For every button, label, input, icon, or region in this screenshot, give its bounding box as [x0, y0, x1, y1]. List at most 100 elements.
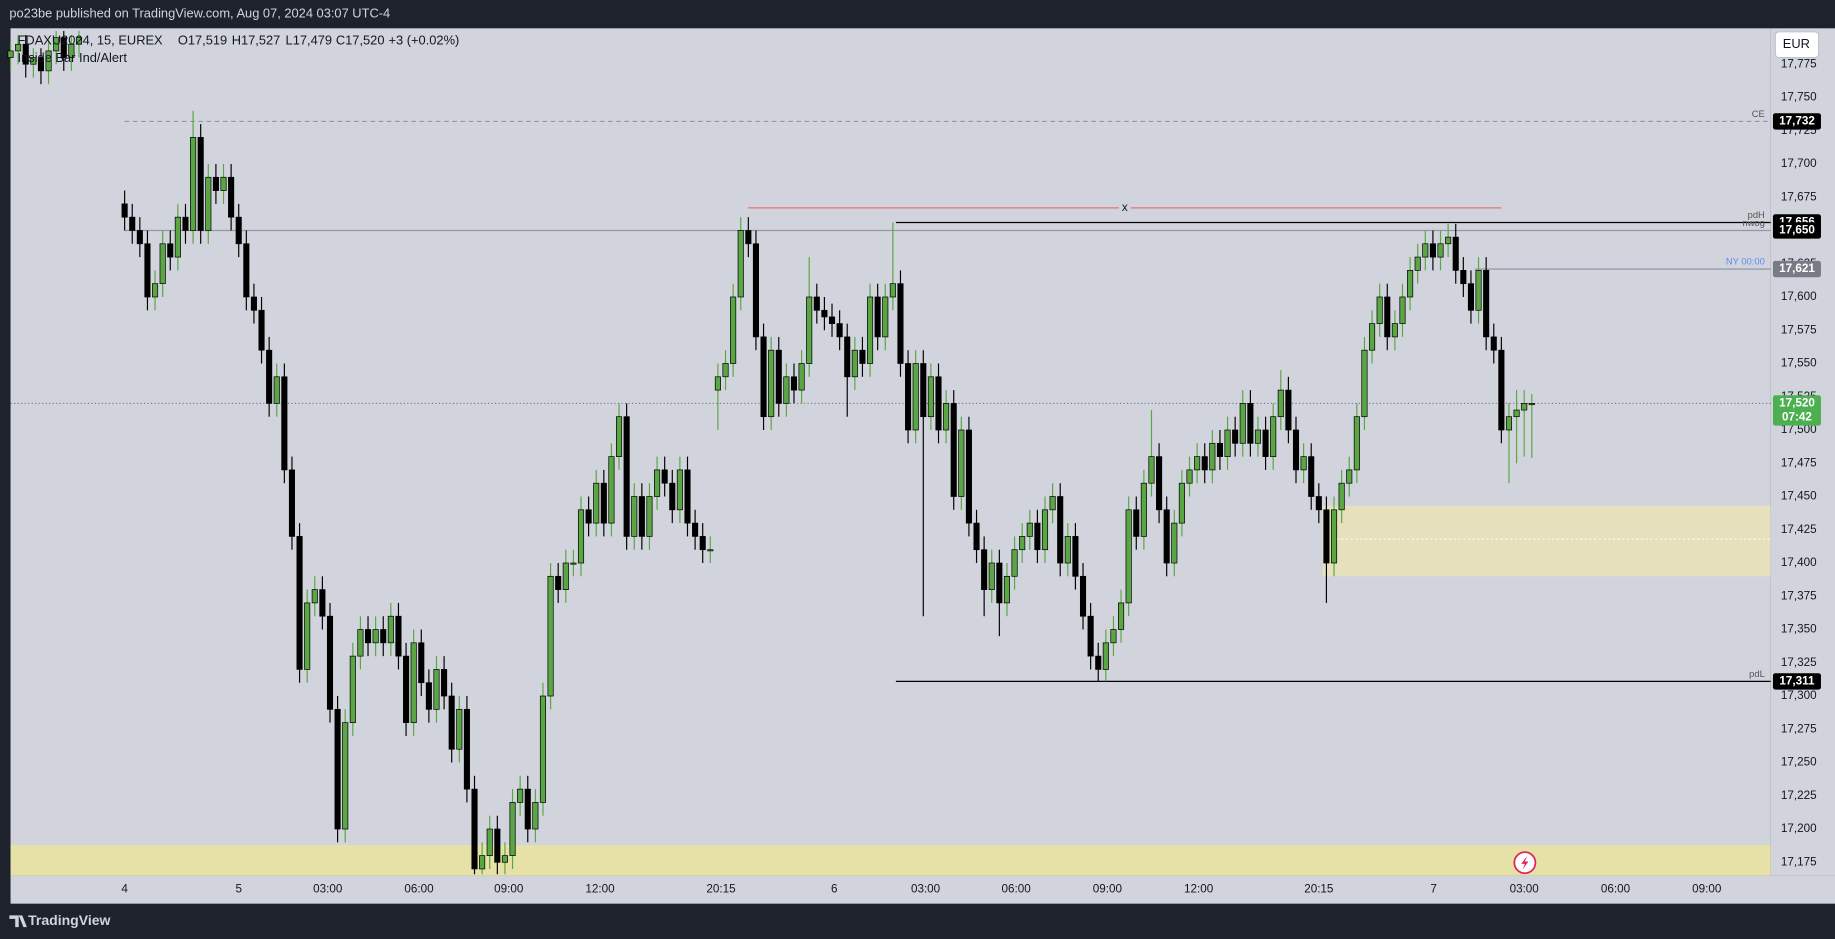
candle-body — [494, 828, 501, 863]
candle-body — [912, 363, 919, 431]
candle-body — [167, 243, 174, 258]
candle-body — [981, 549, 988, 590]
y-tick-label: 17,275 — [1781, 722, 1817, 735]
candle-body — [570, 562, 577, 565]
candle-body — [1460, 270, 1467, 285]
candle-body — [965, 429, 972, 524]
currency-label: EUR — [1783, 36, 1810, 51]
brand-logo — [9, 915, 27, 928]
candle-body — [1254, 429, 1262, 444]
candle-body — [197, 137, 204, 231]
candle-body — [1292, 429, 1300, 471]
candle-body — [1011, 549, 1018, 577]
candle-body — [1079, 575, 1087, 617]
candle-body — [692, 522, 699, 537]
candle-body — [1346, 469, 1353, 484]
candle-body — [920, 363, 927, 418]
x-tick-label: 03:00 — [911, 883, 941, 896]
candle-body — [1270, 416, 1277, 457]
candle-body — [905, 363, 912, 431]
candle-body — [235, 216, 242, 245]
candle-body — [1186, 469, 1193, 484]
candle-body — [851, 349, 858, 378]
y-tick-label: 17,325 — [1781, 656, 1817, 669]
candle-body — [60, 37, 67, 58]
candle-body — [996, 562, 1003, 604]
candle-body — [1361, 349, 1368, 418]
candle-body — [1353, 416, 1360, 471]
candle-body — [806, 296, 813, 364]
candle-body — [1490, 336, 1497, 351]
candle-body — [364, 629, 372, 644]
candle-body — [1019, 536, 1026, 551]
candle-body — [1407, 270, 1414, 298]
candle-body — [821, 309, 828, 318]
candle-body — [372, 629, 379, 644]
candle-body — [593, 482, 600, 524]
y-tick-label: 17,450 — [1781, 490, 1817, 503]
candle-body — [266, 349, 273, 404]
price-tag — [1772, 113, 1821, 130]
candle-body — [828, 316, 836, 324]
y-tick-label: 17,500 — [1781, 423, 1817, 436]
candle-body — [220, 176, 227, 191]
alert-bolt — [1521, 855, 1529, 870]
candle-body — [1498, 349, 1505, 431]
candle-body — [973, 522, 980, 551]
level-name: nwog — [1742, 218, 1764, 228]
candle-body — [387, 615, 394, 644]
y-tick-label: 17,200 — [1781, 822, 1817, 835]
candle-body — [288, 469, 296, 537]
candle-body — [600, 482, 607, 524]
candle-body — [281, 376, 288, 471]
legend: FDAXU2024, 15, EUREX O17,519 H17,527 L17… — [18, 33, 460, 66]
candle-body — [1049, 496, 1056, 511]
candle-body — [1209, 442, 1216, 471]
price-tag — [1772, 673, 1821, 690]
candle-body — [448, 695, 455, 750]
x-tick-label: 4 — [121, 883, 128, 896]
candle-body — [889, 283, 896, 298]
candle-body — [326, 615, 334, 710]
candle-body — [1034, 522, 1041, 551]
candle-body — [1003, 575, 1011, 604]
candle-body — [273, 376, 280, 404]
y-tick-label: 17,750 — [1781, 91, 1817, 104]
x-tick-label: 12:00 — [585, 883, 615, 896]
candle-body — [22, 43, 29, 65]
candle-body — [7, 50, 14, 58]
candle-body — [243, 243, 250, 298]
candle-body — [1247, 403, 1254, 444]
candle-body — [486, 828, 493, 856]
candle-body — [844, 336, 851, 378]
x-tick-label: 20:15 — [706, 883, 736, 896]
candle-body — [867, 296, 874, 364]
x-tick-label: 5 — [235, 883, 242, 896]
candle-body — [1528, 403, 1535, 406]
candle-body — [661, 469, 668, 484]
candle-body — [745, 230, 752, 245]
candle-body — [1133, 509, 1140, 537]
bar-countdown: 07:42 — [1782, 411, 1812, 424]
price-tag-label: 17,732 — [1779, 115, 1815, 128]
x-tick-label: 06:00 — [404, 883, 434, 896]
candle-body — [433, 669, 440, 710]
candle-body — [380, 629, 387, 644]
currency-button[interactable] — [1774, 31, 1820, 59]
candle-body — [1026, 522, 1033, 537]
legend-low: L17,479 — [286, 33, 332, 48]
candle-body — [1064, 536, 1071, 564]
candle-body — [1285, 389, 1292, 431]
candle-body — [1110, 629, 1117, 644]
alert-icon[interactable] — [1513, 851, 1537, 875]
candle-body — [296, 536, 303, 670]
y-tick-label: 17,400 — [1781, 556, 1817, 569]
y-tick-label: 17,600 — [1781, 290, 1817, 303]
candle-body — [684, 469, 691, 524]
candle-body — [1399, 296, 1406, 324]
legend-symbol: FDAXU2024, 15, EUREX — [18, 33, 164, 48]
candle-body — [790, 376, 798, 391]
candle-body — [768, 349, 775, 418]
candle-body — [159, 243, 166, 285]
candle-body — [501, 855, 508, 863]
